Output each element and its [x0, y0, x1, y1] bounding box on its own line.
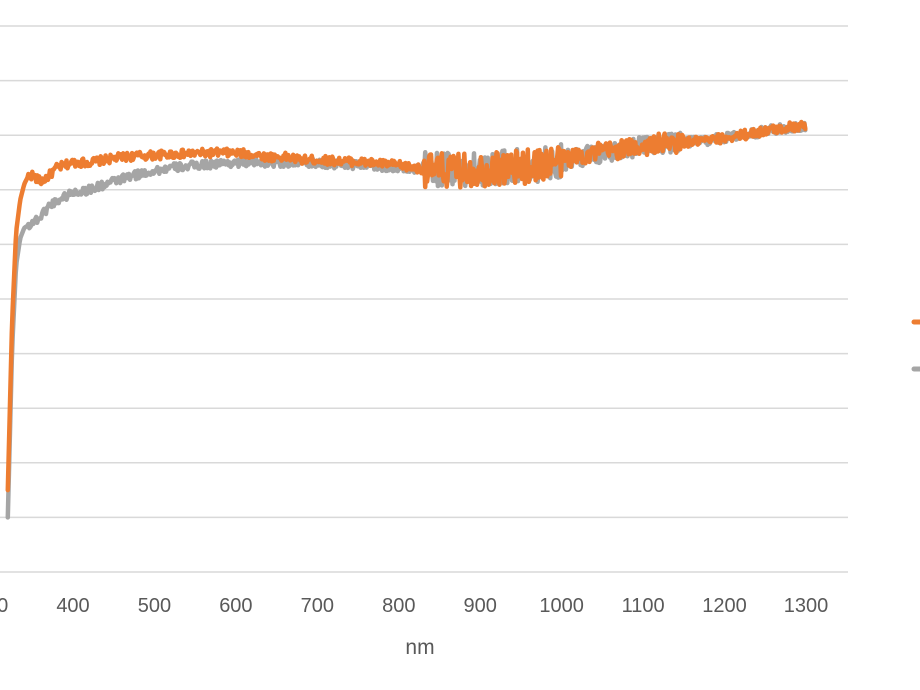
x-tick-label: 1200: [702, 595, 747, 617]
x-tick-label: 900: [464, 595, 497, 617]
gridlines: [0, 25, 848, 573]
x-tick-label: 1300: [784, 595, 829, 617]
x-tick-label: 1000: [539, 595, 584, 617]
series-layer: [5, 119, 808, 520]
x-axis-title: nm: [405, 636, 434, 659]
x-tick-labels: 300 400 500 600 700 800 900 1000 1100 1200 1300: [0, 595, 828, 617]
series-line-orange: [5, 119, 808, 493]
x-tick-label: 600: [219, 595, 252, 617]
series-line-gray: [5, 120, 808, 520]
x-tick-label: 500: [138, 595, 171, 617]
x-tick-label: 1100: [622, 595, 665, 617]
x-tick-label: 800: [382, 595, 415, 617]
x-tick-label: 400: [56, 595, 89, 617]
legend: [911, 319, 920, 372]
x-tick-label: 700: [301, 595, 334, 617]
x-tick-label: 300: [0, 595, 8, 617]
